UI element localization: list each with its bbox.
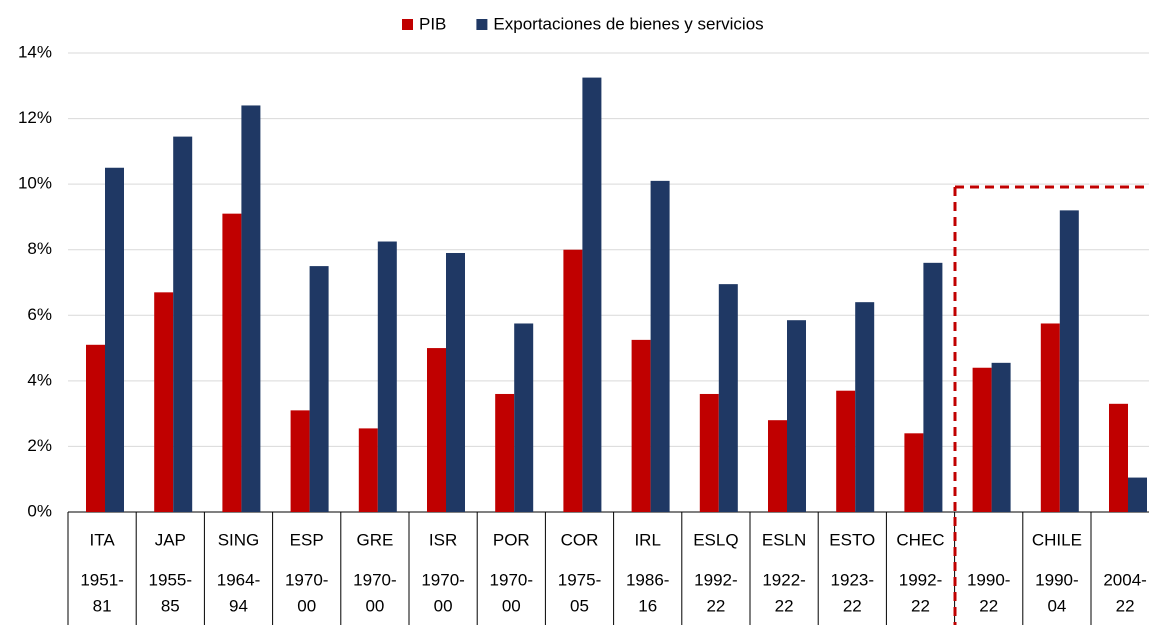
period-label: 1951- bbox=[80, 570, 123, 589]
period-label: 2004- bbox=[1103, 570, 1146, 589]
legend-swatch bbox=[402, 19, 413, 30]
bar bbox=[563, 249, 583, 512]
bar bbox=[923, 262, 943, 512]
bar bbox=[241, 105, 261, 512]
x-tick-label: SING bbox=[218, 530, 260, 549]
bar bbox=[514, 323, 534, 512]
period-label: 1970- bbox=[490, 570, 533, 589]
bar bbox=[768, 420, 787, 512]
x-tick-label: ESP bbox=[290, 530, 324, 549]
bar bbox=[787, 320, 806, 512]
bar bbox=[427, 348, 446, 512]
x-tick-label: IRL bbox=[634, 530, 660, 549]
bar bbox=[631, 339, 651, 512]
y-tick-label: 14% bbox=[18, 42, 52, 61]
period-label: 22 bbox=[843, 596, 862, 615]
y-tick-label: 6% bbox=[27, 305, 52, 324]
period-label: 00 bbox=[434, 596, 453, 615]
y-tick-label: 4% bbox=[27, 370, 52, 389]
bar bbox=[972, 367, 992, 512]
period-label: 04 bbox=[1047, 596, 1066, 615]
period-label: 00 bbox=[365, 596, 384, 615]
period-label: 1970- bbox=[353, 570, 396, 589]
x-tick-label: COR bbox=[561, 530, 599, 549]
bar bbox=[154, 292, 174, 512]
period-label: 1964- bbox=[217, 570, 260, 589]
legend-label: PIB bbox=[419, 14, 446, 33]
y-tick-label: 0% bbox=[27, 501, 52, 520]
period-label: 1975- bbox=[558, 570, 601, 589]
period-label: 1970- bbox=[285, 570, 328, 589]
bar bbox=[699, 393, 719, 512]
period-label: 16 bbox=[638, 596, 657, 615]
period-label: 1990- bbox=[1035, 570, 1078, 589]
x-tick-label: ITA bbox=[90, 530, 116, 549]
bar bbox=[991, 362, 1011, 512]
period-label: 00 bbox=[502, 596, 521, 615]
period-label: 00 bbox=[297, 596, 316, 615]
period-label: 1986- bbox=[626, 570, 669, 589]
bar bbox=[495, 393, 515, 512]
y-tick-label: 2% bbox=[27, 436, 52, 455]
bar bbox=[290, 410, 310, 512]
bar bbox=[358, 428, 378, 512]
bar bbox=[1128, 477, 1147, 512]
x-tick-label: CHILE bbox=[1032, 530, 1082, 549]
period-label: 1923- bbox=[831, 570, 874, 589]
bar bbox=[836, 390, 856, 512]
bar bbox=[446, 252, 465, 512]
bar bbox=[904, 433, 924, 512]
bar bbox=[1109, 403, 1128, 512]
period-label: 22 bbox=[979, 596, 998, 615]
bar bbox=[309, 266, 329, 512]
period-label: 22 bbox=[706, 596, 725, 615]
y-tick-label: 10% bbox=[18, 174, 52, 193]
x-tick-label: ISR bbox=[429, 530, 457, 549]
legend-label: Exportaciones de bienes y servicios bbox=[493, 14, 763, 33]
bar bbox=[86, 344, 105, 512]
period-label: 94 bbox=[229, 596, 248, 615]
bar bbox=[222, 213, 242, 512]
period-label: 22 bbox=[775, 596, 794, 615]
period-label: 1990- bbox=[967, 570, 1010, 589]
period-label: 1992- bbox=[899, 570, 942, 589]
period-label: 81 bbox=[93, 596, 112, 615]
x-tick-label: ESTO bbox=[829, 530, 875, 549]
x-tick-label: JAP bbox=[155, 530, 186, 549]
y-tick-label: 12% bbox=[18, 108, 52, 127]
bar bbox=[582, 77, 602, 512]
period-label: 22 bbox=[1116, 596, 1135, 615]
bar bbox=[377, 241, 397, 512]
x-tick-label: CHEC bbox=[896, 530, 944, 549]
bar bbox=[718, 284, 738, 512]
x-tick-label: ESLQ bbox=[693, 530, 738, 549]
bar bbox=[1059, 210, 1079, 512]
bar bbox=[1040, 323, 1060, 512]
period-label: 1970- bbox=[421, 570, 464, 589]
bar bbox=[650, 180, 670, 512]
period-label: 1992- bbox=[694, 570, 737, 589]
x-tick-label: GRE bbox=[356, 530, 393, 549]
y-tick-label: 8% bbox=[27, 239, 52, 258]
period-label: 85 bbox=[161, 596, 180, 615]
bar bbox=[173, 136, 193, 512]
bar bbox=[105, 167, 124, 512]
bar bbox=[855, 302, 875, 512]
legend-swatch bbox=[476, 19, 488, 30]
period-label: 22 bbox=[911, 596, 930, 615]
period-label: 1922- bbox=[762, 570, 805, 589]
x-tick-label: ESLN bbox=[762, 530, 806, 549]
period-label: 1955- bbox=[149, 570, 192, 589]
x-tick-label: POR bbox=[493, 530, 530, 549]
period-label: 05 bbox=[570, 596, 589, 615]
